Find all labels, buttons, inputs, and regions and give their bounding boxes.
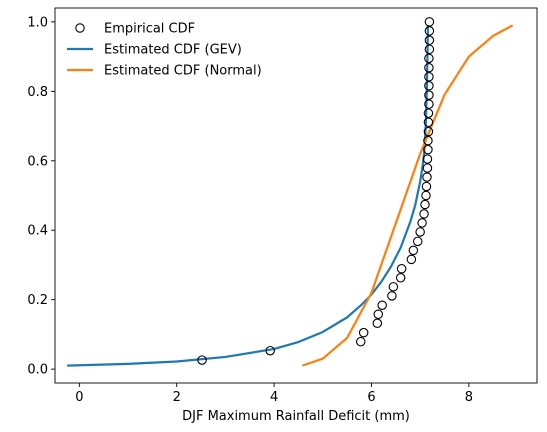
y-tick-label: 0.0 bbox=[27, 363, 48, 378]
x-axis-label: DJF Maximum Rainfall Deficit (mm) bbox=[182, 409, 410, 424]
axes-frame bbox=[54, 7, 538, 384]
data-point bbox=[373, 309, 384, 319]
axes: 0 2 4 6 8 0.0 0.2 0.4 0.6 0.8 1.0 bbox=[27, 7, 538, 405]
data-point bbox=[423, 126, 434, 137]
data-point bbox=[420, 199, 430, 210]
data-point bbox=[396, 264, 407, 274]
legend-label: Estimated CDF (Normal) bbox=[104, 64, 262, 79]
legend: Empirical CDF Estimated CDF (GEV) Estimate… bbox=[67, 22, 262, 79]
x-tick-label: 2 bbox=[173, 390, 181, 405]
data-point bbox=[421, 181, 432, 192]
data-point bbox=[424, 17, 435, 27]
y-tick-label: 0.8 bbox=[27, 85, 48, 100]
y-tick-label: 1.0 bbox=[27, 15, 48, 30]
data-point bbox=[406, 254, 417, 265]
data-point bbox=[265, 345, 275, 356]
data-point bbox=[197, 355, 207, 365]
data-point bbox=[424, 99, 434, 109]
data-point bbox=[422, 172, 432, 182]
data-point bbox=[424, 53, 434, 64]
data-point bbox=[388, 282, 399, 292]
x-tick-label: 4 bbox=[270, 390, 278, 405]
data-point bbox=[424, 81, 434, 91]
data-point bbox=[412, 236, 423, 247]
data-point bbox=[424, 26, 435, 36]
data-point bbox=[424, 62, 434, 73]
legend-label: Empirical CDF bbox=[104, 22, 195, 37]
x-tick-label: 0 bbox=[75, 390, 83, 405]
data-point bbox=[421, 190, 431, 201]
data-point bbox=[408, 245, 419, 256]
data-point bbox=[424, 90, 434, 100]
data-point bbox=[424, 72, 434, 82]
data-point bbox=[423, 108, 434, 118]
data-point bbox=[395, 273, 406, 283]
data-point bbox=[422, 154, 433, 164]
data-point bbox=[423, 117, 434, 127]
series-line-3 bbox=[301, 24, 514, 367]
y-tick-label: 0.2 bbox=[27, 293, 48, 308]
legend-label: Estimated CDF (GEV) bbox=[104, 43, 242, 58]
data-point bbox=[423, 135, 433, 146]
y-tick-label: 0.6 bbox=[27, 154, 48, 169]
legend-marker-empirical bbox=[75, 23, 85, 33]
data-point bbox=[377, 300, 387, 310]
data-point bbox=[417, 218, 427, 228]
chart-marks bbox=[67, 17, 514, 367]
data-point bbox=[387, 291, 397, 301]
data-point bbox=[415, 227, 425, 237]
data-point bbox=[355, 336, 366, 347]
data-point bbox=[358, 327, 369, 338]
data-point bbox=[419, 209, 429, 219]
x-tick-label: 6 bbox=[367, 390, 375, 405]
x-tick-label: 8 bbox=[465, 390, 473, 405]
y-tick-label: 0.4 bbox=[27, 224, 48, 239]
data-point bbox=[372, 318, 383, 329]
data-point bbox=[424, 44, 435, 55]
data-point bbox=[423, 144, 433, 155]
data-point bbox=[424, 35, 435, 46]
data-point bbox=[422, 163, 433, 173]
